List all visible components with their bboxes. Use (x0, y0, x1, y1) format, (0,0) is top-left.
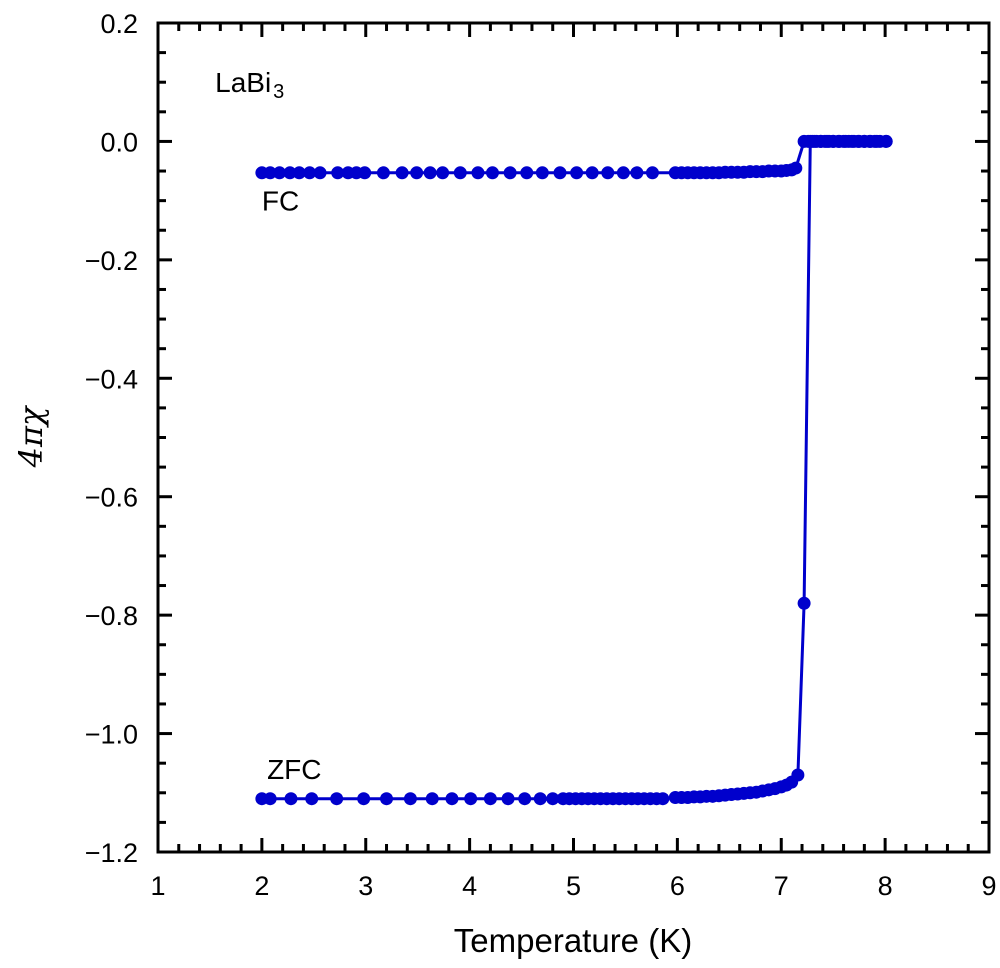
data-point (395, 166, 409, 180)
y-tick-label: 0.2 (100, 9, 138, 39)
data-point (263, 166, 277, 180)
annotation-zfc: ZFC (267, 754, 321, 785)
y-tick-label: −0.4 (85, 364, 138, 394)
data-point (503, 166, 517, 180)
data-point (445, 792, 459, 806)
data-point (313, 166, 327, 180)
data-point (380, 792, 394, 806)
x-tick-label: 6 (670, 871, 685, 901)
x-tick-label: 2 (254, 871, 269, 901)
data-point (797, 596, 811, 610)
x-tick-label: 9 (981, 871, 996, 901)
data-point (630, 166, 644, 180)
data-point (263, 792, 277, 806)
data-point (453, 166, 467, 180)
data-point (358, 166, 372, 180)
data-point (570, 166, 584, 180)
data-point (601, 166, 615, 180)
series-line (261, 139, 887, 801)
axis-tick-labels: 1 2 3 4 5 6 7 8 9 0.2 0.0 −0.2 −0.4 −0.6 −0.8 −1.0 −1.2 (85, 9, 997, 901)
x-tick-label: 7 (774, 871, 789, 901)
data-point (483, 792, 497, 806)
data-point (436, 166, 450, 180)
data-point (303, 166, 317, 180)
data-point (789, 161, 803, 175)
y-tick-label: −0.6 (85, 483, 138, 513)
data-point (305, 792, 319, 806)
data-point (553, 166, 567, 180)
data-point (357, 792, 371, 806)
x-tick-label: 8 (878, 871, 893, 901)
data-point (533, 792, 547, 806)
x-tick-label: 5 (566, 871, 581, 901)
y-tick-label: −0.2 (85, 246, 138, 276)
data-point (410, 166, 424, 180)
data-point (331, 166, 345, 180)
data-series (255, 134, 893, 806)
x-tick-label: 1 (150, 871, 165, 901)
data-point (616, 166, 630, 180)
annotation-fc: FC (262, 186, 299, 217)
data-point (879, 134, 893, 148)
data-point (546, 792, 560, 806)
series-zfc (255, 134, 893, 806)
y-tick-label: −1.2 (85, 838, 138, 868)
data-point (535, 166, 549, 180)
plot-frame (156, 21, 991, 854)
data-point (423, 166, 437, 180)
data-point (283, 166, 297, 180)
data-point (425, 792, 439, 806)
data-point (485, 166, 499, 180)
data-point (376, 166, 390, 180)
data-point (284, 792, 298, 806)
y-tick-label: −0.8 (85, 601, 138, 631)
y-tick-label: −1.0 (85, 720, 138, 750)
data-point (585, 166, 599, 180)
data-point (403, 792, 417, 806)
data-point (520, 166, 534, 180)
data-point (292, 166, 306, 180)
x-axis-title: Temperature (K) (454, 922, 692, 959)
data-point (645, 166, 659, 180)
x-tick-label: 4 (462, 871, 477, 901)
data-point (518, 792, 532, 806)
y-axis-title: 4πχ (12, 405, 50, 468)
data-point (471, 166, 485, 180)
x-tick-label: 3 (358, 871, 373, 901)
data-point (656, 792, 670, 806)
annotation-labi: LaBi 3 (215, 67, 284, 103)
series-fc (255, 134, 893, 180)
data-point (791, 768, 805, 782)
data-point (330, 792, 344, 806)
data-point (464, 792, 478, 806)
data-point (870, 134, 884, 148)
y-tick-label: 0.0 (100, 127, 138, 157)
data-point (273, 166, 287, 180)
data-point (501, 792, 515, 806)
